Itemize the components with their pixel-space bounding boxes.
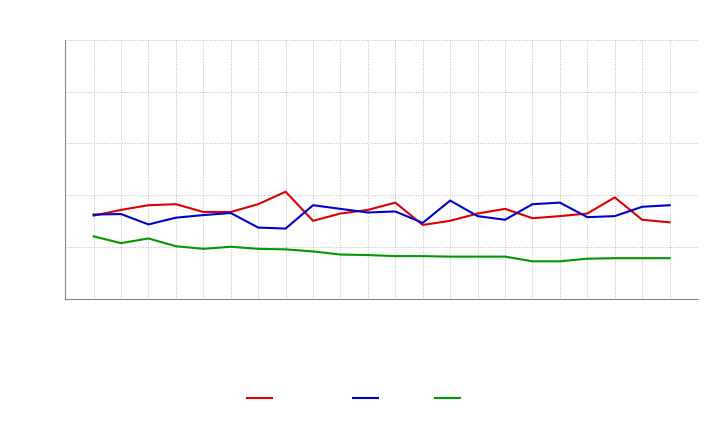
- 売上債権: [583, 211, 592, 216]
- 売上債権: [638, 217, 647, 222]
- 買入債務: [309, 249, 318, 254]
- 売上債権: [556, 213, 564, 219]
- 在庫: [364, 210, 372, 215]
- 売上債権: [144, 202, 153, 208]
- 買入債務: [556, 259, 564, 264]
- 売上債権: [117, 207, 125, 213]
- 買入債務: [364, 253, 372, 258]
- 買入債務: [638, 256, 647, 261]
- Line: 買入債務: 買入債務: [94, 236, 670, 261]
- 売上債権: [309, 218, 318, 224]
- 買入債務: [446, 254, 454, 259]
- 在庫: [199, 213, 207, 218]
- 売上債権: [364, 207, 372, 213]
- 在庫: [528, 202, 537, 207]
- 在庫: [226, 210, 235, 216]
- 在庫: [638, 204, 647, 209]
- 在庫: [336, 206, 345, 212]
- 売上債権: [473, 211, 482, 216]
- 買入債務: [89, 234, 98, 239]
- Legend: 売上債権, 在庫, 買入債務: 売上債権, 在庫, 買入債務: [242, 389, 521, 408]
- 買入債務: [528, 259, 537, 264]
- 買入債務: [473, 254, 482, 259]
- 買入債務: [254, 246, 263, 252]
- 売上債権: [446, 218, 454, 224]
- 買入債務: [199, 246, 207, 252]
- 在庫: [89, 212, 98, 217]
- 売上債権: [528, 216, 537, 221]
- 買入債務: [583, 256, 592, 261]
- 在庫: [171, 215, 180, 220]
- 在庫: [611, 213, 619, 219]
- Line: 在庫: 在庫: [94, 201, 670, 229]
- 買入債務: [144, 236, 153, 241]
- 在庫: [665, 202, 674, 208]
- 売上債権: [665, 220, 674, 225]
- 買入債務: [282, 247, 290, 252]
- 買入債務: [226, 244, 235, 249]
- 売上債権: [254, 202, 263, 207]
- 買入債務: [611, 256, 619, 261]
- 売上債権: [199, 209, 207, 215]
- 売上債権: [89, 213, 98, 218]
- 買入債務: [665, 256, 674, 261]
- 売上債権: [171, 202, 180, 207]
- 在庫: [282, 226, 290, 231]
- 売上債権: [226, 209, 235, 215]
- 買入債務: [418, 253, 427, 259]
- 買入債務: [336, 252, 345, 257]
- 在庫: [144, 222, 153, 227]
- 買入債務: [500, 254, 509, 259]
- 売上債権: [282, 189, 290, 194]
- 在庫: [391, 209, 400, 214]
- 売上債権: [611, 195, 619, 200]
- 在庫: [254, 225, 263, 230]
- 売上債権: [391, 200, 400, 205]
- 売上債権: [336, 211, 345, 216]
- 在庫: [418, 220, 427, 226]
- 買入債務: [117, 241, 125, 246]
- 在庫: [500, 217, 509, 222]
- 売上債権: [500, 206, 509, 212]
- 在庫: [583, 215, 592, 220]
- 在庫: [309, 202, 318, 208]
- 在庫: [117, 211, 125, 216]
- 売上債権: [418, 222, 427, 227]
- 買入債務: [171, 244, 180, 249]
- 在庫: [446, 198, 454, 203]
- 在庫: [473, 213, 482, 219]
- Line: 売上債権: 売上債権: [94, 192, 670, 225]
- 買入債務: [391, 253, 400, 259]
- 在庫: [556, 200, 564, 205]
